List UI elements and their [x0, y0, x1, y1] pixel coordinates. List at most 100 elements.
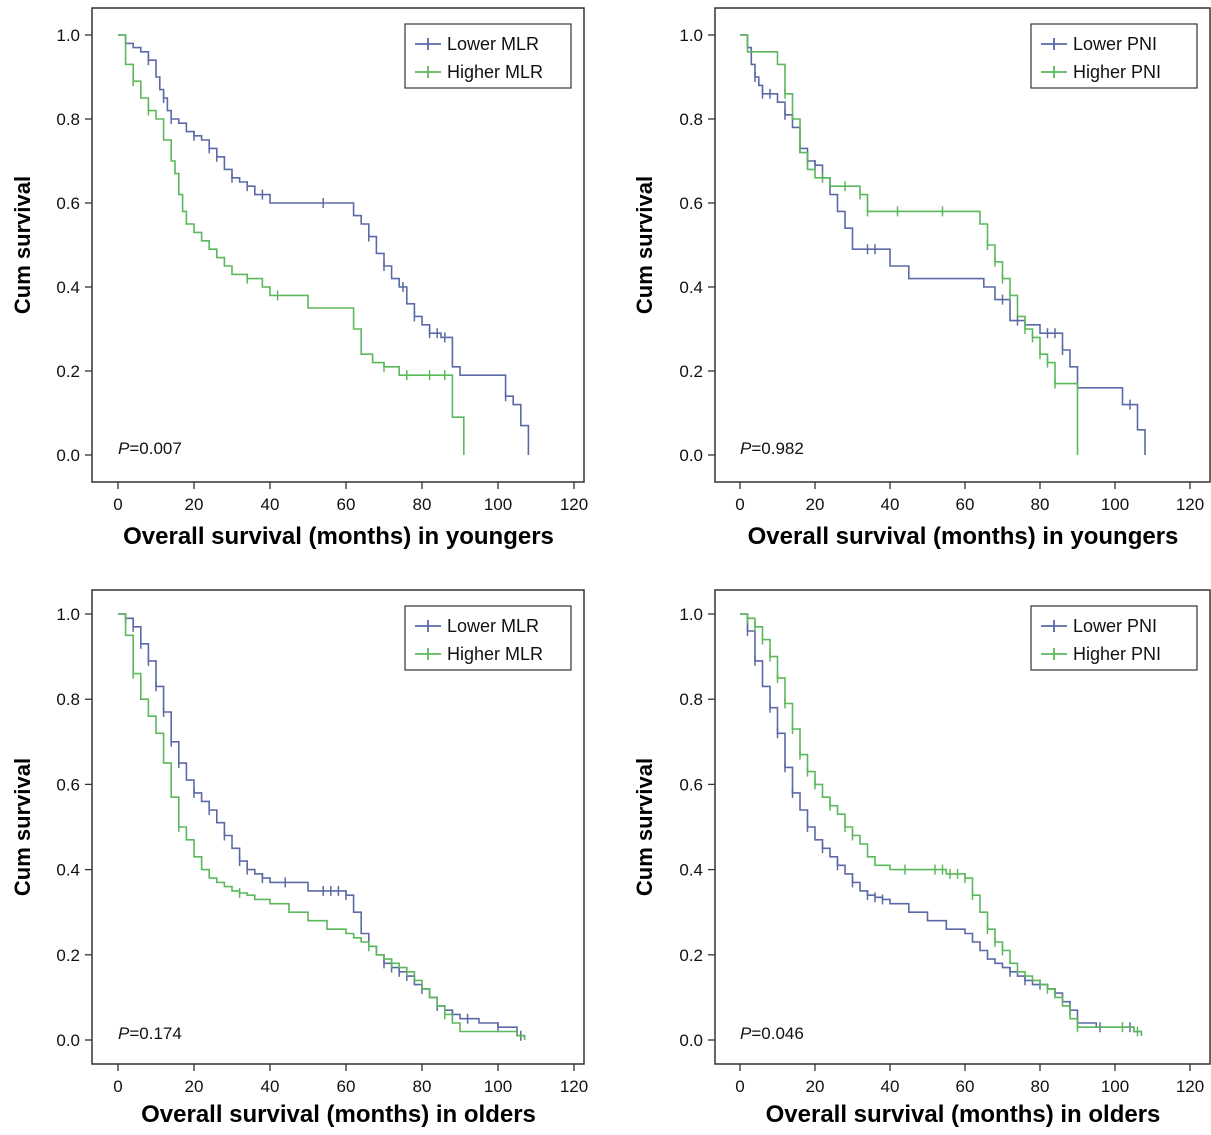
x-tick-label: 0	[113, 495, 122, 514]
p-value-annotation: P=0.046	[740, 1024, 804, 1043]
x-tick-label: 100	[484, 495, 512, 514]
y-tick-label: 0.0	[679, 1031, 703, 1050]
p-value-number: =0.174	[129, 1024, 181, 1043]
plot-frame	[91, 589, 585, 1065]
chart-panel-4: 0 20 40 60 80 100 120 0.0 0.2 0.4 0.6 0.8 1.0 Cum sur…	[632, 589, 1211, 1128]
p-value-annotation: P=0.982	[740, 439, 804, 458]
plot-frame	[91, 7, 585, 483]
x-tick-label: 120	[1176, 1077, 1204, 1096]
y-tick-label: 0.8	[56, 110, 80, 129]
legend-label: Higher PNI	[1073, 644, 1161, 664]
plot-frame	[714, 589, 1211, 1065]
legend-label: Higher MLR	[447, 62, 543, 82]
y-tick-label: 0.4	[56, 861, 80, 880]
chart-panel-3: 0 20 40 60 80 100 120 0.0 0.2 0.4 0.6 0.8 1.0 Cum sur…	[10, 589, 588, 1128]
x-tick-label: 0	[735, 495, 744, 514]
legend: Lower MLR Higher MLR	[404, 605, 572, 671]
series-line-2	[118, 34, 465, 455]
legend-box	[404, 605, 572, 671]
x-tick-label: 0	[735, 1077, 744, 1096]
y-tick-label: 0.0	[56, 446, 80, 465]
x-tick-label: 120	[560, 495, 588, 514]
series-line-1	[740, 613, 1143, 1036]
p-value-number: =0.007	[129, 439, 181, 458]
p-value-number: =0.982	[751, 439, 803, 458]
legend-label: Lower MLR	[447, 616, 539, 636]
x-axis-label: Overall survival (months) in youngers	[748, 523, 1179, 550]
legend-label: Higher PNI	[1073, 62, 1161, 82]
x-tick-label: 80	[1031, 1077, 1050, 1096]
legend: Lower PNI Higher PNI	[1030, 23, 1198, 89]
x-tick-label: 100	[1101, 1077, 1129, 1096]
y-tick-label: 0.2	[679, 946, 703, 965]
series-line-2	[118, 613, 526, 1040]
y-tick-label: 0.6	[679, 775, 703, 794]
x-tick-label: 20	[806, 495, 825, 514]
plot-frame	[714, 7, 1211, 483]
y-tick-label: 1.0	[56, 26, 80, 45]
x-axis-label: Overall survival (months) in youngers	[123, 523, 554, 550]
p-value-number: =0.046	[751, 1024, 803, 1043]
series-line-2	[740, 34, 1079, 455]
legend-label: Lower MLR	[447, 34, 539, 54]
x-axis-label: Overall survival (months) in olders	[766, 1101, 1161, 1128]
p-value-symbol: P	[118, 439, 130, 458]
legend-label: Lower PNI	[1073, 616, 1157, 636]
x-tick-label: 60	[956, 495, 975, 514]
p-value-annotation: P=0.174	[118, 1024, 182, 1043]
legend-label: Lower PNI	[1073, 34, 1157, 54]
y-tick-label: 0.0	[679, 446, 703, 465]
y-tick-label: 0.4	[679, 278, 703, 297]
y-tick-label: 0.6	[56, 775, 80, 794]
y-tick-label: 0.2	[56, 362, 80, 381]
x-tick-label: 60	[337, 495, 356, 514]
p-value-symbol: P	[740, 439, 752, 458]
series-line-1	[118, 34, 530, 455]
legend-box	[404, 23, 572, 89]
y-axis-label: Cum survival	[632, 176, 657, 314]
y-tick-label: 0.4	[679, 861, 703, 880]
x-tick-label: 80	[413, 495, 432, 514]
series-line-1	[740, 34, 1146, 455]
x-tick-label: 20	[185, 1077, 204, 1096]
chart-panel-1: 0 20 40 60 80 100 120 0.0 0.2 0.4 0.6 0.8 1.0 Cum sur…	[10, 7, 588, 550]
y-tick-label: 0.8	[679, 690, 703, 709]
p-value-symbol: P	[118, 1024, 130, 1043]
legend-label: Higher MLR	[447, 644, 543, 664]
y-tick-label: 1.0	[679, 26, 703, 45]
y-tick-label: 0.0	[56, 1031, 80, 1050]
x-tick-label: 20	[185, 495, 204, 514]
y-axis-label: Cum survival	[10, 176, 35, 314]
y-tick-label: 1.0	[56, 605, 80, 624]
x-tick-label: 60	[956, 1077, 975, 1096]
legend: Lower MLR Higher MLR	[404, 23, 572, 89]
y-axis-label: Cum survival	[10, 758, 35, 896]
x-tick-label: 100	[1101, 495, 1129, 514]
series-line-2	[740, 613, 1143, 1036]
x-tick-label: 40	[261, 495, 280, 514]
p-value-symbol: P	[740, 1024, 752, 1043]
legend: Lower PNI Higher PNI	[1030, 605, 1198, 671]
y-tick-label: 0.8	[56, 690, 80, 709]
x-tick-label: 80	[413, 1077, 432, 1096]
y-tick-label: 0.6	[56, 194, 80, 213]
y-tick-label: 0.2	[56, 946, 80, 965]
x-tick-label: 100	[484, 1077, 512, 1096]
y-tick-label: 0.6	[679, 194, 703, 213]
chart-panel-2: 0 20 40 60 80 100 120 0.0 0.2 0.4 0.6 0.8 1.0 Cum sur…	[632, 7, 1211, 550]
y-axis-label: Cum survival	[632, 758, 657, 896]
x-tick-label: 40	[881, 1077, 900, 1096]
x-tick-label: 60	[337, 1077, 356, 1096]
y-tick-label: 0.2	[679, 362, 703, 381]
x-tick-label: 80	[1031, 495, 1050, 514]
x-tick-label: 120	[1176, 495, 1204, 514]
p-value-annotation: P=0.007	[118, 439, 182, 458]
x-tick-label: 20	[806, 1077, 825, 1096]
legend-box	[1030, 605, 1198, 671]
y-tick-label: 0.4	[56, 278, 80, 297]
x-tick-label: 0	[113, 1077, 122, 1096]
x-tick-label: 40	[881, 495, 900, 514]
y-tick-label: 0.8	[679, 110, 703, 129]
x-axis-label: Overall survival (months) in olders	[141, 1101, 536, 1128]
